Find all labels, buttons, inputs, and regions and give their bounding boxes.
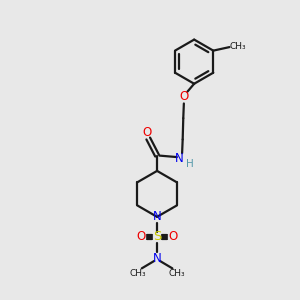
Text: O: O: [142, 125, 152, 139]
Text: H: H: [186, 159, 193, 169]
Text: CH₃: CH₃: [129, 269, 146, 278]
Text: N: N: [153, 252, 161, 265]
Text: CH₃: CH₃: [169, 269, 185, 278]
Text: O: O: [136, 230, 146, 243]
Text: O: O: [168, 230, 178, 243]
Text: S: S: [153, 230, 161, 243]
Text: CH₃: CH₃: [230, 42, 246, 51]
Text: O: O: [179, 91, 188, 103]
Text: N: N: [153, 210, 161, 223]
Text: N: N: [176, 152, 184, 165]
